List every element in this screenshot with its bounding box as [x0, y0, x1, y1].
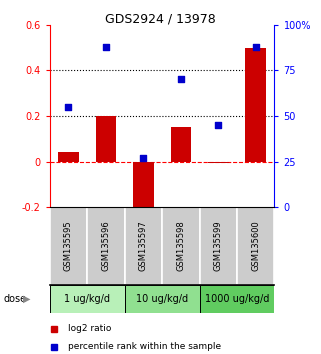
Bar: [170, 127, 191, 161]
Point: [253, 44, 258, 50]
Bar: [208, 161, 229, 162]
Text: GSM135597: GSM135597: [139, 221, 148, 272]
Point: [141, 155, 146, 161]
Text: 1 ug/kg/d: 1 ug/kg/d: [64, 294, 110, 304]
Bar: [50, 207, 87, 285]
Text: GSM135598: GSM135598: [176, 221, 185, 272]
Text: GDS2924 / 13978: GDS2924 / 13978: [105, 12, 216, 25]
Bar: [162, 207, 200, 285]
Bar: [200, 285, 274, 313]
Bar: [133, 161, 154, 223]
Point: [103, 44, 108, 50]
Text: 10 ug/kg/d: 10 ug/kg/d: [136, 294, 188, 304]
Bar: [50, 285, 125, 313]
Bar: [125, 285, 200, 313]
Point: [66, 104, 71, 110]
Bar: [58, 152, 79, 161]
Bar: [237, 207, 274, 285]
Text: ▶: ▶: [23, 294, 30, 304]
Text: GSM135596: GSM135596: [101, 221, 110, 272]
Point: [216, 122, 221, 128]
Bar: [200, 207, 237, 285]
Text: GSM135599: GSM135599: [214, 221, 223, 272]
Bar: [96, 116, 116, 161]
Text: 1000 ug/kg/d: 1000 ug/kg/d: [205, 294, 269, 304]
Text: GSM135600: GSM135600: [251, 221, 260, 272]
Bar: [87, 207, 125, 285]
Bar: [246, 47, 266, 161]
Text: dose: dose: [3, 294, 26, 304]
Text: percentile rank within the sample: percentile rank within the sample: [68, 342, 221, 352]
Bar: [125, 207, 162, 285]
Point: [178, 76, 183, 82]
Text: GSM135595: GSM135595: [64, 221, 73, 272]
Text: log2 ratio: log2 ratio: [68, 324, 111, 333]
